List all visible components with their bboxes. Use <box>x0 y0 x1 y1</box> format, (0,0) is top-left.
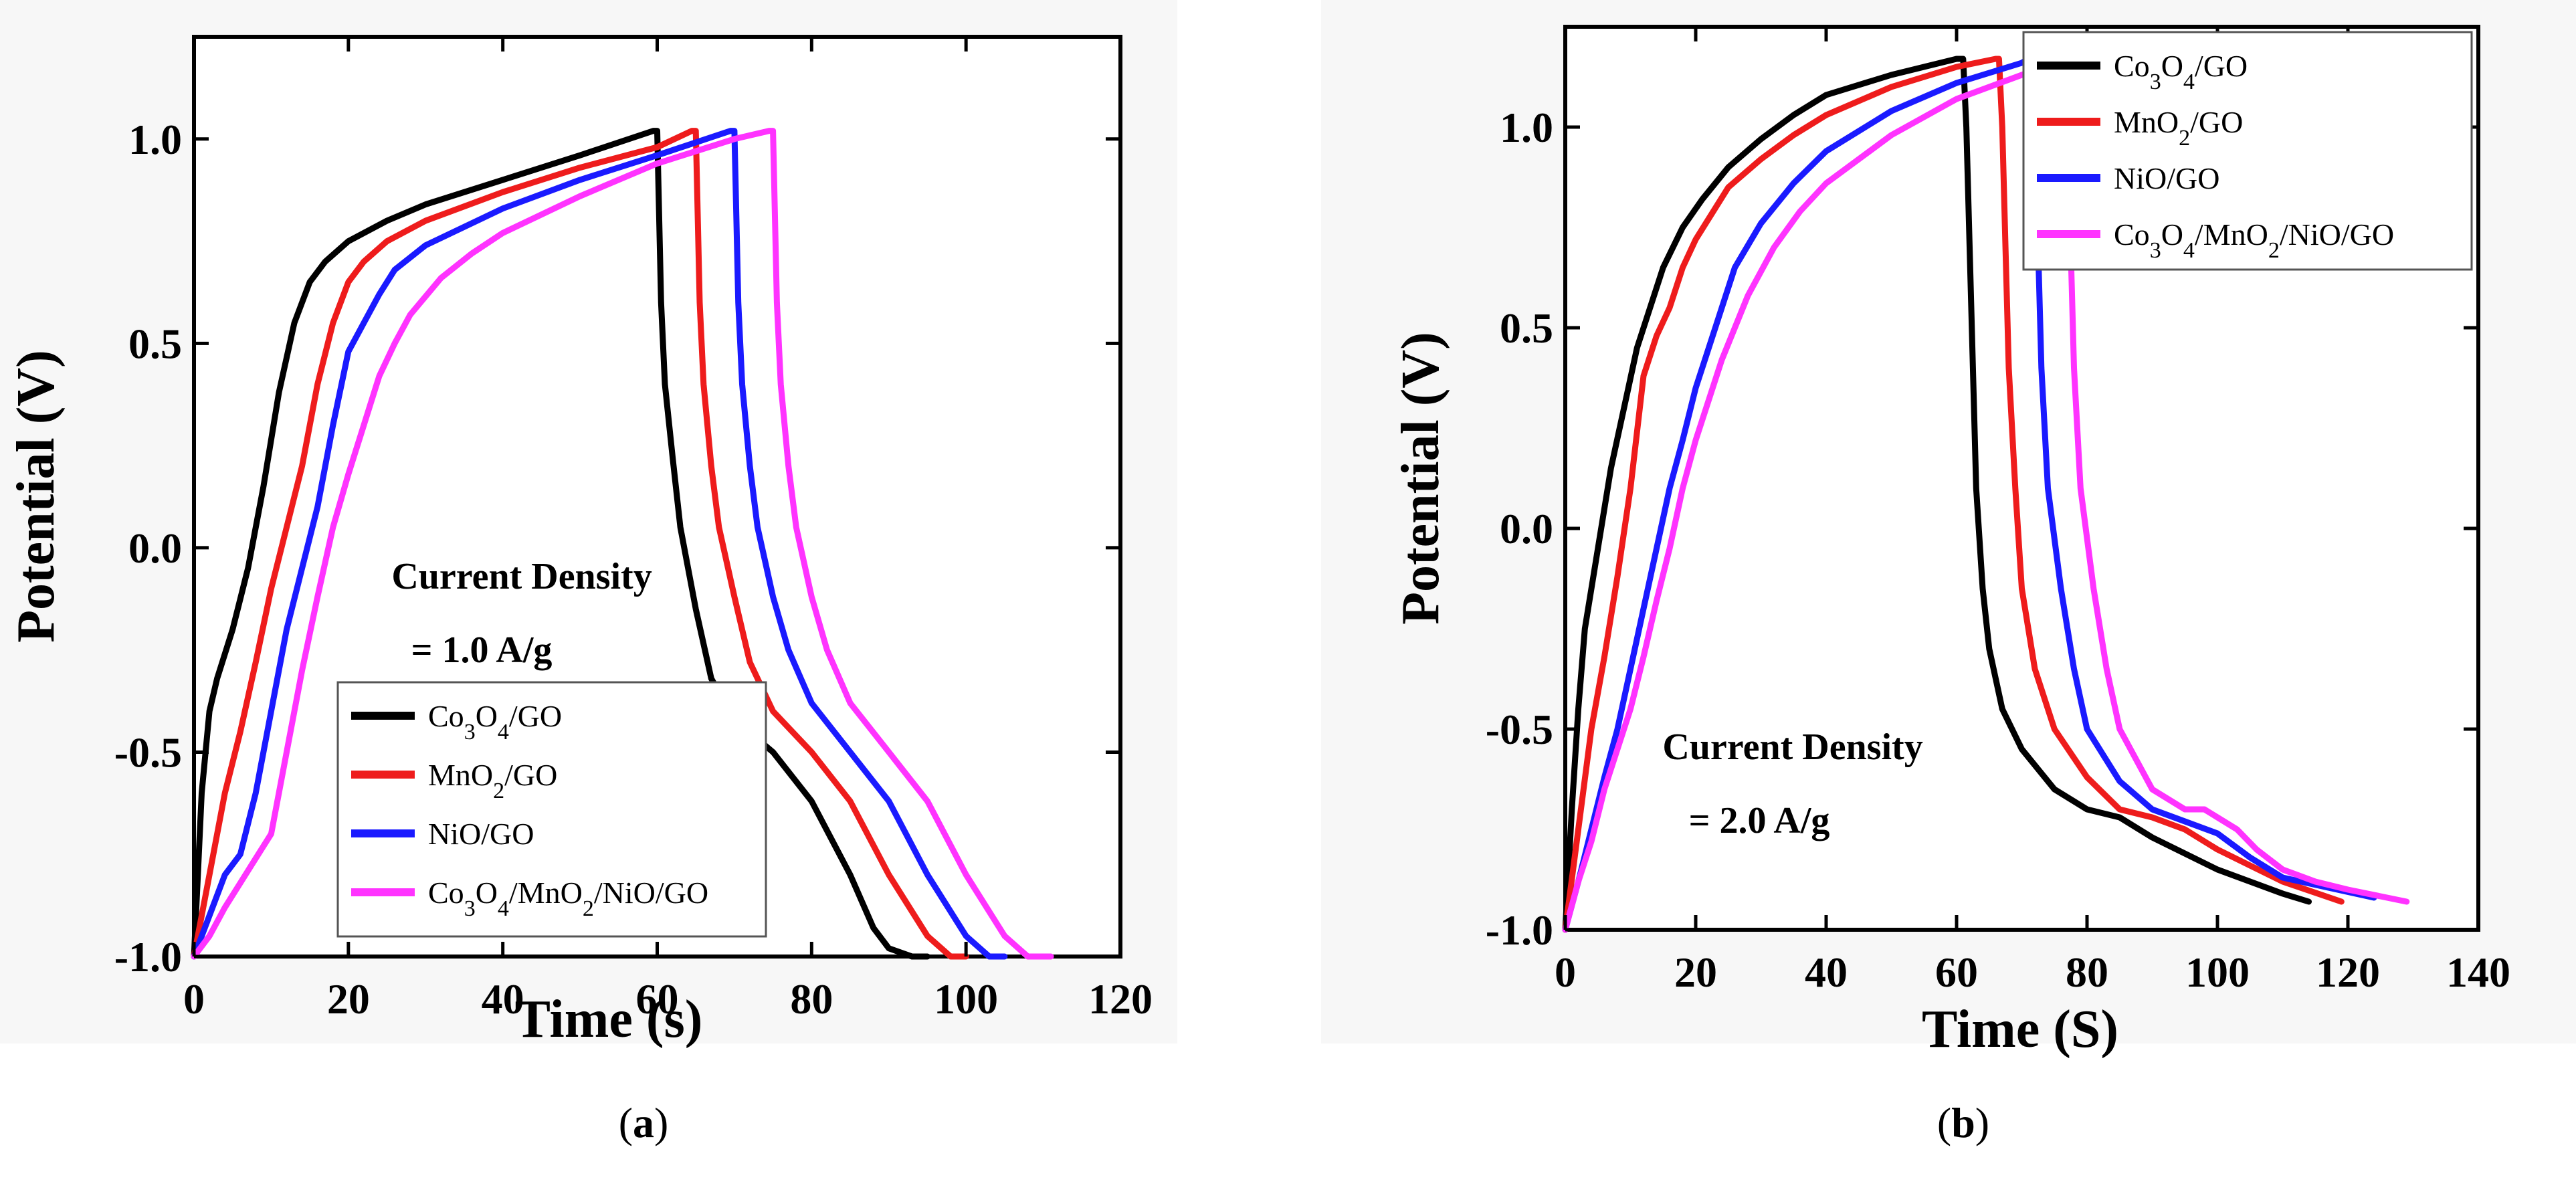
panel-b-legend: Co3O4/GO MnO2/GO NiO/GO Co3O4/MnO2/NiO/GO <box>2022 31 2473 271</box>
panel-b-x-axis-title: Time (S) <box>1922 1000 2118 1059</box>
panel-b-x-tick-label: 40 <box>1805 948 1848 996</box>
panel-b-y-tick-label: -0.5 <box>1486 706 1553 753</box>
panel-a-y-tick-label: -0.5 <box>114 728 182 776</box>
panel-a-y-tick-label: 1.0 <box>128 116 182 163</box>
panel-a-legend-label-2: MnO2/GO <box>428 758 557 803</box>
panel-b-series-line-1 <box>1562 56 2312 933</box>
panel-a-x-tick-label: 120 <box>1088 975 1153 1023</box>
panel-b-legend-label-1: Co3O4/GO <box>2114 49 2248 94</box>
panel-b-legend-frame <box>2022 31 2473 271</box>
panel-a-series-line-4 <box>191 128 1054 960</box>
panel-b-y-tick-label: 1.0 <box>1500 104 1553 151</box>
panel-b-ticks-group: 0 20 40 60 80 100 120 140 -1.0 -0.5 0.0 0.5 1.0 <box>1486 27 2510 996</box>
panel-b-x-tick-label: 60 <box>1935 948 1978 996</box>
panel-a-caption: (a) <box>619 1099 669 1146</box>
panel-b: 0 20 40 60 80 100 120 140 -1.0 -0.5 0.0 0.5 1.0 Time… <box>1321 0 2576 1146</box>
panel-a-x-axis-title: Time (s) <box>515 990 703 1049</box>
panel-a-ticks-group: 0 20 40 60 80 100 120 -1.0 -0.5 0.0 0.5 1.0 <box>114 37 1153 1023</box>
panel-a-annotation-line-2: = 1.0 A/g <box>411 629 553 671</box>
panel-b-x-tick-label: 140 <box>2446 948 2510 996</box>
panel-a-legend: Co3O4/GO MnO2/GO NiO/GO Co3O4/MnO2/NiO/GO <box>336 681 767 938</box>
panel-b-legend-label-2: MnO2/GO <box>2114 105 2243 150</box>
panel-a-y-axis-title: Potential (V) <box>7 350 66 643</box>
panel-b-x-tick-label: 0 <box>1555 948 1576 996</box>
panel-a-legend-label-4: Co3O4/MnO2/NiO/GO <box>428 876 708 921</box>
panel-b-y-tick-label: 0.0 <box>1500 505 1553 553</box>
panel-a-series-line-3 <box>191 128 1008 960</box>
panel-b-y-tick-label: -1.0 <box>1486 906 1553 954</box>
panel-b-y-tick-label: 0.5 <box>1500 304 1553 352</box>
panel-a-x-tick-label: 40 <box>482 975 524 1023</box>
panel-b-caption-letter: b <box>1951 1099 1975 1146</box>
panel-a-y-tick-label: 0.5 <box>128 320 182 367</box>
panel-a: 0 20 40 60 80 100 120 -1.0 -0.5 0.0 0.5 1.0 Time (s… <box>0 0 1177 1146</box>
panel-b-x-tick-label: 120 <box>2316 948 2380 996</box>
panel-a-x-tick-label: 100 <box>934 975 998 1023</box>
panel-b-series-line-2 <box>1562 56 2345 933</box>
panel-a-series-group <box>191 128 1054 960</box>
panel-a-x-tick-label: 0 <box>183 975 205 1023</box>
panel-a-y-tick-label: 0.0 <box>128 524 182 572</box>
panel-a-caption-letter: a <box>633 1099 654 1146</box>
panel-a-legend-label-3: NiO/GO <box>428 817 534 851</box>
panel-b-legend-label-4: Co3O4/MnO2/NiO/GO <box>2114 217 2394 263</box>
panel-a-x-tick-label: 20 <box>327 975 370 1023</box>
panel-b-series-line-3 <box>1562 56 2377 933</box>
panel-a-series-line-1 <box>191 128 930 960</box>
panel-a-x-tick-label: 60 <box>636 975 679 1023</box>
panel-b-y-axis-title: Potential (V) <box>1391 332 1450 625</box>
panel-b-x-tick-label: 100 <box>2185 948 2250 996</box>
panel-b-x-tick-label: 80 <box>2066 948 2108 996</box>
panel-b-caption: (b) <box>1937 1099 1989 1146</box>
panel-b-annotation-line-2: = 2.0 A/g <box>1689 800 1830 841</box>
panel-a-annotation-line-1: Current Density <box>391 556 652 597</box>
panel-a-legend-label-1: Co3O4/GO <box>428 699 562 744</box>
panel-b-legend-label-3: NiO/GO <box>2114 161 2219 195</box>
panel-a-x-tick-label: 80 <box>790 975 833 1023</box>
panel-b-annotation-line-1: Current Density <box>1662 726 1922 768</box>
panel-b-x-tick-label: 20 <box>1674 948 1717 996</box>
panel-a-y-tick-label: -1.0 <box>114 933 182 981</box>
panel-a-series-line-2 <box>191 128 969 960</box>
